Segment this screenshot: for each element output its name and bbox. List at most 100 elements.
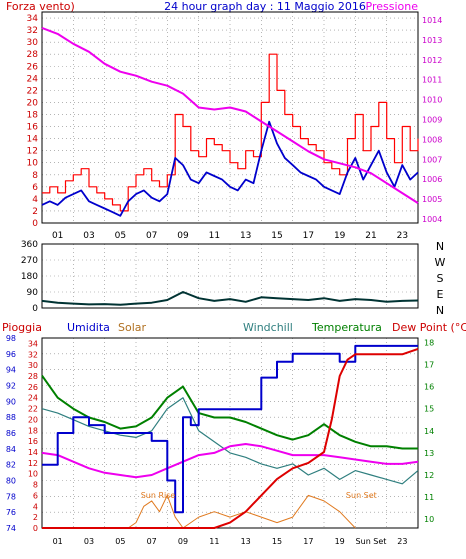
rain-axis-tick: 12 (28, 459, 38, 468)
wind-axis-tick: 20 (27, 98, 39, 108)
pressure-axis-tick: 1007 (422, 155, 442, 164)
wind-gust-line (42, 53, 419, 212)
rain-axis-tick: 26 (28, 383, 38, 392)
legend-humidity: Umidita (67, 321, 110, 334)
wind-axis-tick: 32 (27, 26, 38, 36)
rain-axis-tick: 30 (28, 361, 38, 370)
graph-title: 24 hour graph day : 11 Maggio 2016 (164, 0, 366, 13)
direction-compass-label: N (436, 240, 444, 253)
legend-rain: Pioggia (2, 321, 42, 334)
pressure-axis-tick: 1005 (422, 195, 442, 204)
humidity-axis-tick: 90 (6, 397, 16, 406)
rain-axis-tick: 32 (28, 350, 38, 359)
direction-panel-frame (41, 243, 419, 309)
humidity-line (42, 344, 418, 514)
wind-axis-tick: 34 (27, 14, 39, 24)
temperature-axis-tick: 16 (424, 383, 434, 392)
weather-x-tick: Sun Set (356, 537, 387, 546)
temperature-axis-tick: 10 (424, 515, 434, 524)
humidity-axis-tick: 88 (6, 413, 16, 422)
humidity-axis-tick: 76 (6, 508, 16, 517)
weather-x-tick: 19 (335, 537, 345, 546)
rain-axis-tick: 24 (28, 394, 38, 403)
rain-axis-tick: 2 (33, 513, 38, 522)
weather-x-tick: 03 (84, 537, 94, 546)
rain-axis-tick: 34 (28, 339, 38, 348)
wind-axis-tick: 16 (27, 123, 39, 133)
wind-x-tick: 13 (240, 231, 251, 241)
wind-x-tick: 09 (177, 231, 189, 241)
temperature-axis-tick: 11 (424, 493, 434, 502)
sunset-annotation: Sun Set (346, 491, 377, 500)
legend-solar: Solar (118, 321, 147, 334)
weather-x-tick: 17 (303, 537, 313, 546)
wind-x-tick: 03 (83, 231, 94, 241)
rain-axis-tick: 4 (33, 502, 38, 511)
wind-axis-title: Forza vento) (6, 0, 75, 13)
humidity-axis-tick: 78 (6, 492, 16, 501)
direction-compass-label: W (435, 256, 446, 269)
wind-axis-tick: 12 (27, 147, 38, 157)
weather-x-tick: 15 (272, 537, 282, 546)
wind-x-tick: 07 (146, 231, 157, 241)
direction-compass-label: S (437, 272, 444, 285)
wind-x-tick: 23 (397, 231, 408, 241)
pressure-axis-tick: 1011 (422, 76, 442, 85)
rain-axis-tick: 16 (28, 437, 38, 446)
direction-axis-tick: 360 (21, 240, 38, 250)
legend-temperature: Temperatura (311, 321, 382, 334)
weather-x-tick: 09 (178, 537, 188, 546)
wind-x-tick: 01 (52, 231, 63, 241)
wind-x-tick: 19 (334, 231, 346, 241)
temperature-axis-tick: 12 (424, 471, 434, 480)
pressure-axis-tick: 1008 (422, 135, 442, 144)
pressure-axis-tick: 1006 (422, 175, 442, 184)
humidity-axis-tick: 82 (6, 461, 16, 470)
wind-axis-tick: 4 (32, 195, 38, 205)
wind-axis-tick: 28 (27, 50, 39, 60)
pressure-line (41, 26, 419, 204)
direction-axis-tick: 0 (32, 304, 38, 314)
rain-axis-tick: 14 (28, 448, 38, 457)
legend-dewpoint: Dew Point (°C) (392, 321, 466, 334)
humidity-axis-tick: 92 (6, 382, 16, 391)
rain-axis-tick: 28 (28, 372, 38, 381)
wind-x-tick: 17 (303, 231, 314, 241)
wind-panel-frame (41, 11, 419, 224)
temperature-axis-tick: 13 (424, 449, 434, 458)
weather-x-tick: 11 (209, 537, 219, 546)
humidity-axis-tick: 96 (6, 350, 16, 359)
wind-x-tick: 15 (271, 231, 282, 241)
legend-windchill: Windchill (243, 321, 293, 334)
wind-x-tick: 21 (365, 231, 376, 241)
direction-axis-tick: 90 (27, 288, 39, 298)
pressure-axis-tick: 1014 (422, 16, 442, 25)
wind-axis-tick: 10 (27, 159, 39, 169)
humidity-axis-tick: 80 (6, 477, 16, 486)
rain-axis-tick: 0 (33, 524, 38, 533)
wind-x-tick: 11 (209, 231, 220, 241)
wind-axis-tick: 14 (27, 135, 39, 145)
dewpoint-line (41, 443, 419, 479)
pressure-axis-tick: 1004 (422, 215, 442, 224)
rain-line (42, 347, 419, 529)
direction-axis-tick: 270 (21, 256, 38, 266)
rain-axis-tick: 20 (28, 415, 38, 424)
temperature-axis-tick: 18 (424, 338, 434, 347)
pressure-axis-tick: 1009 (422, 115, 442, 124)
pressure-axis-title: Pressione (366, 0, 419, 13)
weather-x-tick: 01 (53, 537, 63, 546)
wind-axis-tick: 0 (32, 219, 38, 229)
wind-axis-tick: 26 (27, 62, 39, 72)
wind-axis-tick: 22 (27, 86, 38, 96)
wind-axis-tick: 24 (27, 74, 39, 84)
humidity-axis-tick: 94 (6, 366, 16, 375)
pressure-axis-tick: 1013 (422, 36, 442, 45)
rain-axis-tick: 8 (33, 481, 38, 490)
wind-axis-tick: 2 (32, 207, 38, 217)
pressure-axis-tick: 1012 (422, 56, 442, 65)
temperature-line (41, 375, 418, 450)
weather-x-tick: 13 (241, 537, 251, 546)
